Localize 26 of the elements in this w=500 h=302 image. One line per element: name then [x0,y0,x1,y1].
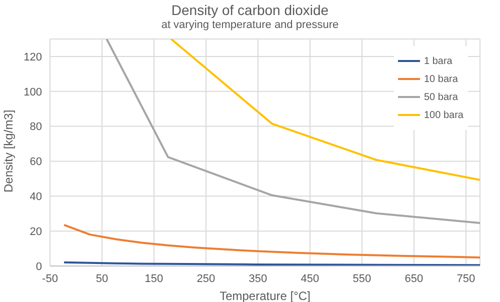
y-tick-label: 20 [30,226,42,238]
y-tick-label: 80 [30,121,42,134]
legend-label: 10 bara [424,74,458,84]
legend-label: 1 bara [424,56,452,66]
x-tick-label: 250 [196,272,216,285]
y-axis-title: Density [kg/m3] [1,110,16,192]
line-series [170,39,480,181]
x-tick-label: 350 [248,272,268,285]
x-tick-label: 50 [96,272,108,285]
legend-label: 100 bara [424,110,464,120]
line-series [106,39,480,224]
x-tick-label: 650 [404,272,424,285]
y-tick-label: 0 [36,260,42,273]
y-tick-label: 100 [24,86,42,98]
line-series [63,224,480,258]
x-tick-label: 450 [300,272,320,285]
chart-subtitle: at varying temperature and pressure [160,19,340,31]
y-tick-label: 60 [30,156,42,168]
x-tick-label: 150 [144,272,164,285]
x-tick-label: -50 [42,272,58,285]
chart-title: Density of carbon dioxide [170,2,330,18]
x-tick-label: 750 [456,272,476,285]
x-tick-label: 550 [352,272,372,285]
y-tick-label: 120 [24,51,42,64]
y-tick-label: 40 [30,191,42,204]
legend-label: 50 bara [424,92,458,102]
